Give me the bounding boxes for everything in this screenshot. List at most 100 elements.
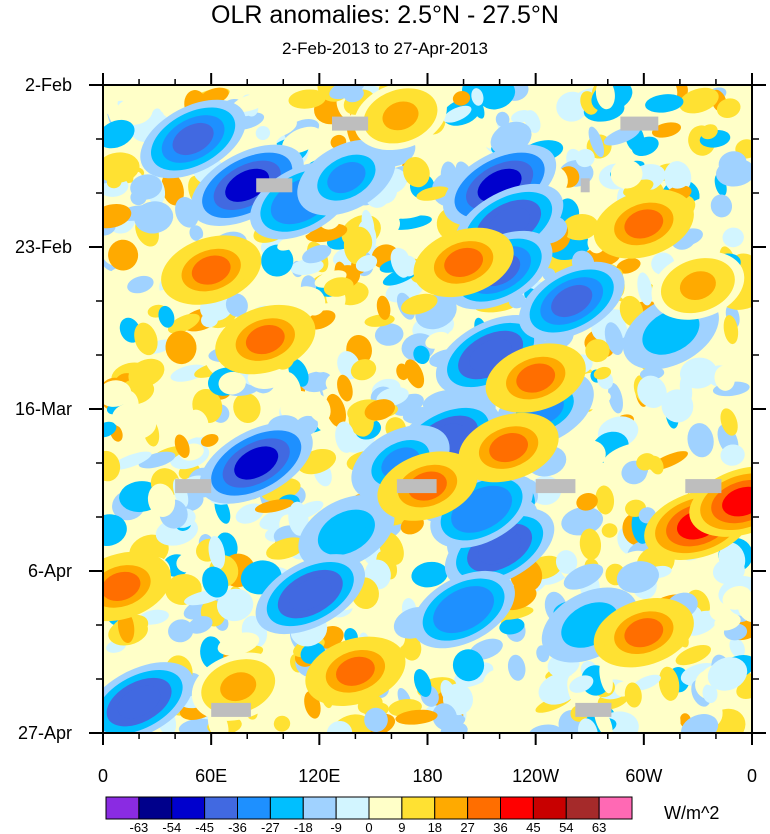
anomaly-cell bbox=[364, 707, 388, 732]
anomaly-cell bbox=[122, 390, 139, 414]
colorbar-swatch bbox=[467, 796, 502, 820]
anomaly-cell bbox=[288, 89, 326, 109]
anomaly-cell bbox=[103, 203, 132, 229]
anomaly-cell bbox=[200, 433, 219, 447]
colorbar-swatch bbox=[204, 796, 239, 820]
x-tick-label: 180 bbox=[412, 766, 442, 786]
anomaly-cell bbox=[499, 618, 525, 635]
anomaly-cell bbox=[401, 293, 438, 315]
anomaly-cell bbox=[394, 204, 431, 219]
x-tick-label: 0 bbox=[747, 766, 757, 786]
anomaly-cell bbox=[452, 649, 485, 682]
anomaly-cell bbox=[729, 637, 745, 658]
anomaly-feature bbox=[382, 101, 419, 131]
anomaly-cell bbox=[720, 408, 738, 436]
anomaly-cell bbox=[648, 455, 664, 475]
anomaly-cell bbox=[343, 86, 364, 103]
colorbar-swatch bbox=[500, 796, 534, 820]
anomaly-cell bbox=[134, 201, 174, 234]
anomaly-cell bbox=[273, 715, 291, 732]
anomaly-cell bbox=[128, 358, 165, 388]
anomaly-cell bbox=[599, 660, 613, 694]
colorbar-tick-label: -45 bbox=[195, 820, 214, 834]
y-tick-label: 16-Mar bbox=[15, 399, 72, 419]
anomaly-cell bbox=[601, 523, 618, 538]
anomaly-cell bbox=[651, 122, 682, 138]
anomaly-cell bbox=[716, 98, 741, 119]
anomaly-cell bbox=[350, 359, 377, 381]
anomaly-cell bbox=[231, 523, 251, 539]
colorbar-tick-label: -36 bbox=[228, 820, 247, 834]
anomaly-cell bbox=[103, 152, 140, 183]
missing-data-cell bbox=[256, 178, 293, 193]
anomaly-cell bbox=[218, 371, 246, 395]
anomaly-cell bbox=[495, 111, 510, 127]
anomaly-cell bbox=[736, 678, 752, 699]
anomaly-cell bbox=[576, 493, 598, 511]
anomaly-cell bbox=[714, 365, 735, 391]
anomaly-field bbox=[103, 85, 752, 733]
anomaly-cell bbox=[233, 392, 261, 423]
anomaly-cell bbox=[675, 111, 692, 139]
anomaly-cell bbox=[108, 267, 134, 286]
anomaly-cell bbox=[270, 85, 290, 100]
anomaly-cell bbox=[103, 450, 121, 482]
anomaly-cell bbox=[165, 330, 197, 365]
anomaly-feature bbox=[327, 516, 366, 548]
anomaly-cell bbox=[168, 619, 194, 643]
anomaly-cell bbox=[178, 718, 216, 733]
colorbar-swatch bbox=[105, 796, 140, 820]
anomaly-cell bbox=[720, 444, 745, 466]
anomaly-cell bbox=[254, 499, 294, 513]
anomaly-cell bbox=[702, 683, 718, 704]
anomaly-cell bbox=[715, 158, 752, 187]
anomaly-feature bbox=[103, 571, 141, 601]
colorbar-swatch bbox=[302, 796, 337, 820]
anomaly-cell bbox=[329, 85, 365, 100]
anomaly-feature bbox=[461, 493, 502, 526]
missing-data-cell bbox=[535, 479, 576, 494]
missing-data-cell bbox=[396, 479, 437, 494]
anomaly-cell bbox=[364, 399, 395, 421]
anomaly-cell bbox=[452, 91, 471, 106]
anomaly-cell bbox=[103, 119, 135, 149]
y-tick-label: 6-Apr bbox=[28, 561, 72, 581]
anomaly-cell bbox=[698, 553, 713, 576]
y-tick-label: 23-Feb bbox=[15, 237, 72, 257]
colorbar-tick-label: -9 bbox=[330, 820, 342, 834]
anomaly-feature bbox=[245, 325, 285, 355]
anomaly-feature bbox=[652, 316, 690, 348]
anomaly-feature bbox=[172, 122, 214, 156]
anomaly-cell bbox=[637, 375, 667, 408]
anomaly-cell bbox=[603, 126, 641, 146]
missing-data-cell bbox=[620, 116, 659, 131]
anomaly-cell bbox=[335, 421, 355, 453]
anomaly-cell bbox=[134, 322, 158, 356]
anomaly-feature bbox=[551, 284, 593, 318]
anomaly-cell bbox=[561, 506, 604, 536]
anomaly-cell bbox=[138, 451, 176, 469]
anomaly-cell bbox=[443, 105, 472, 123]
anomaly-cell bbox=[403, 156, 430, 188]
anomaly-cell bbox=[645, 94, 684, 113]
anomaly-cell bbox=[593, 366, 612, 380]
anomaly-cell bbox=[125, 416, 157, 440]
anomaly-cell bbox=[282, 126, 322, 154]
colorbar-swatch bbox=[401, 796, 436, 820]
colorbar-swatch bbox=[598, 796, 633, 820]
anomaly-cell bbox=[610, 159, 643, 189]
anomaly-cell bbox=[396, 363, 409, 381]
anomaly-cell bbox=[189, 225, 204, 241]
missing-data-cell bbox=[332, 116, 369, 131]
anomaly-feature bbox=[117, 685, 161, 719]
colorbar-units-label: W/m^2 bbox=[664, 803, 720, 823]
anomaly-cell bbox=[127, 275, 154, 294]
anomaly-feature bbox=[722, 486, 752, 517]
colorbar-swatch bbox=[269, 796, 304, 820]
anomaly-cell bbox=[679, 357, 718, 389]
anomaly-cell bbox=[632, 674, 661, 691]
colorbar-swatch bbox=[532, 796, 567, 820]
colorbar-swatch bbox=[138, 796, 173, 820]
colorbar-tick-label: 0 bbox=[365, 820, 372, 834]
